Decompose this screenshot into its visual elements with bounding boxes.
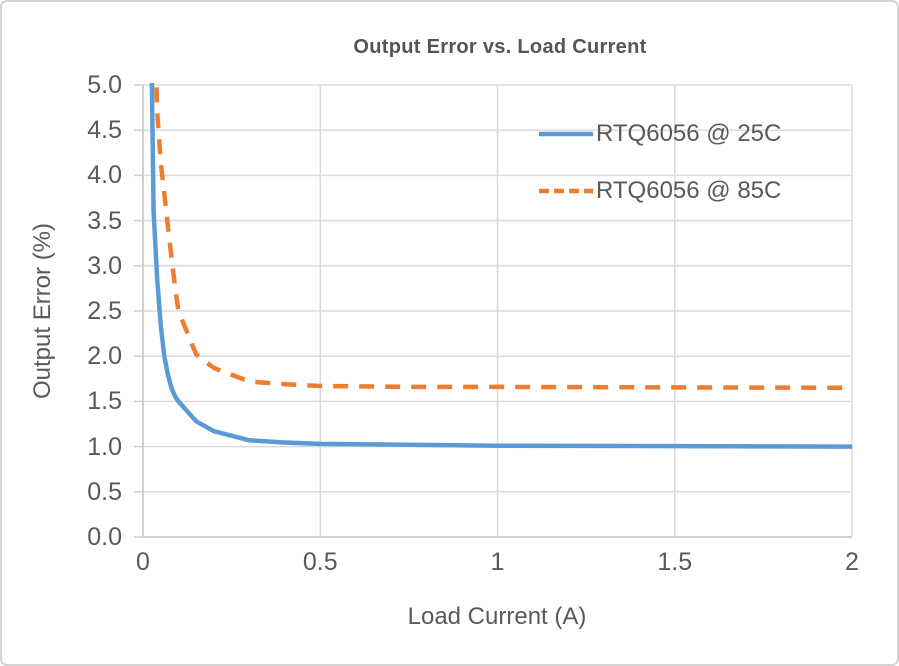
legend-item-rtq6056-25c: RTQ6056 @ 25C: [539, 119, 781, 149]
x-tick-label: 1.5: [657, 548, 693, 576]
legend-label: RTQ6056 @ 25C: [596, 120, 782, 147]
legend-line-sample: [539, 188, 593, 194]
y-tick-label: 5.0: [87, 71, 122, 99]
x-tick-label: 0: [136, 548, 150, 576]
legend-line-sample: [539, 131, 593, 137]
x-tick-label: 1: [490, 548, 505, 576]
x-axis-title: Load Current (A): [407, 603, 587, 630]
series-lines: [149, 83, 853, 449]
y-tick-label: 3.5: [87, 206, 122, 235]
x-tick-label: 2: [845, 548, 859, 576]
gridlines: [143, 84, 853, 537]
chart-title: Output Error vs. Load Current: [353, 36, 647, 58]
y-tick-label: 1.0: [87, 432, 122, 461]
y-tick-label: 2.0: [87, 342, 122, 371]
y-axis-title: Output Error (%): [29, 222, 56, 400]
y-tick-label: 2.5: [87, 297, 122, 325]
y-tick-label: 4.0: [87, 161, 122, 190]
series-line-rtq6056-85c: [154, 83, 853, 391]
axis-lines: [134, 84, 852, 538]
y-tick-label: 0.5: [87, 477, 122, 506]
x-tick-label: 0.5: [302, 548, 338, 576]
y-tick-label: 0.0: [87, 523, 122, 551]
y-tick-label: 1.5: [87, 387, 122, 416]
legend-label: RTQ6056 @ 85C: [596, 177, 782, 204]
y-tick-label: 3.0: [87, 251, 122, 280]
series-line-rtq6056-25c: [149, 83, 853, 449]
legend-item-rtq6056-85c: RTQ6056 @ 85C: [539, 176, 781, 206]
y-tick-label: 4.5: [87, 116, 122, 145]
